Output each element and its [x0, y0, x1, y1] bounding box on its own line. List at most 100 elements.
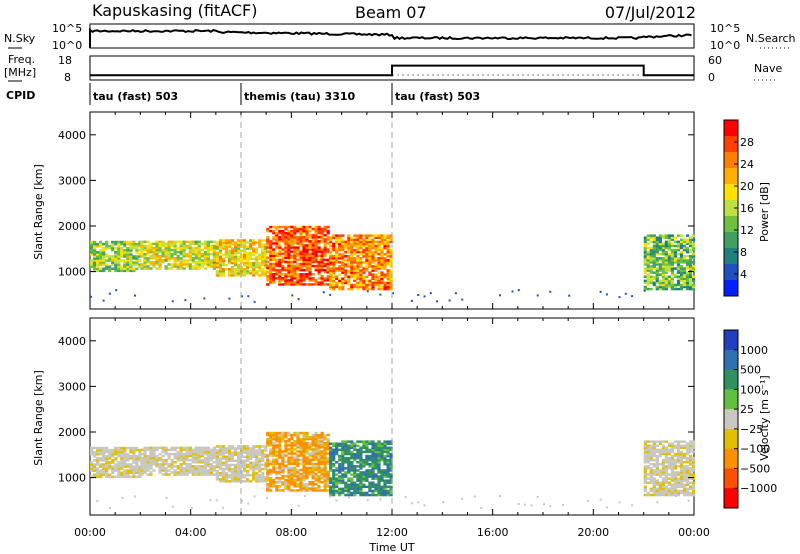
vel-echo-cell — [317, 433, 321, 437]
power-echo-cell — [323, 229, 327, 233]
vel-echo-cell — [365, 469, 369, 472]
vel-echo-cell — [685, 471, 690, 474]
vel-echo-cell — [649, 467, 653, 470]
power-echo-cell — [126, 253, 130, 256]
vel-echo-cell — [237, 457, 241, 460]
vel-echo-cell — [658, 471, 662, 474]
power-echo-cell — [353, 248, 357, 252]
power-echo-cell — [661, 261, 665, 264]
power-echo-cell — [670, 257, 674, 260]
power-echo-cell — [332, 283, 336, 287]
vel-echo-cell — [212, 446, 216, 450]
power-echo-cell — [386, 248, 390, 252]
power-echo-cell — [338, 287, 342, 291]
power-echo-cell — [365, 269, 369, 272]
power-echo-cell — [341, 279, 345, 283]
vel-echo-cell — [287, 437, 291, 441]
power-echo-cell — [96, 261, 100, 264]
power-echo-cell — [135, 249, 139, 252]
power-echo-cell — [176, 257, 180, 260]
vel-echo-cell — [278, 456, 282, 459]
vel-echo-cell — [249, 457, 253, 460]
vel-echo-cell — [652, 463, 656, 466]
power-echo-cell — [332, 277, 336, 280]
power-echo-cell — [252, 243, 256, 246]
vel-echo-cell — [643, 485, 647, 489]
noise-left-label: N.Sky — [4, 32, 36, 45]
power-echo-cell — [350, 240, 354, 244]
vel-echo-cell — [670, 458, 674, 462]
vel-echo-cell — [335, 442, 339, 445]
vel-echo-cell — [185, 458, 189, 462]
vel-echo-cell — [350, 450, 354, 454]
power-echo-cell — [323, 242, 327, 245]
power-echo-cell — [302, 248, 306, 251]
power-echo-cell — [350, 238, 354, 241]
power-echo-cell — [182, 244, 186, 248]
vel-echo-cell — [176, 473, 180, 476]
power-echo-cell — [266, 283, 270, 286]
vel-echo-cell — [652, 479, 656, 482]
power-echo-cell — [284, 273, 288, 276]
vel-echo-cell — [194, 448, 198, 452]
vel-echo-cell — [281, 476, 285, 480]
vel-echo-cell — [362, 491, 366, 495]
power-echo-cell — [185, 240, 189, 244]
vel-echo-cell — [689, 485, 693, 489]
vel-echo-cell — [377, 475, 381, 478]
power-echo-cell — [377, 277, 381, 280]
power-echo-cell — [371, 281, 375, 285]
vel-echo-cell — [652, 471, 656, 474]
power-echo-cell — [155, 257, 159, 260]
vel-echo-cell — [374, 444, 378, 447]
power-echo-cell — [356, 271, 360, 274]
power-echo-cell — [197, 265, 201, 268]
vel-echo-cell — [377, 454, 381, 458]
vel-echo-cell — [338, 477, 342, 480]
power-echo-cell — [676, 281, 681, 285]
power-echo-cell — [281, 256, 285, 260]
vel-echo-cell — [140, 467, 144, 470]
vel-echo-cell — [676, 446, 681, 450]
power-echo-cell — [224, 255, 229, 259]
vel-echo-cell — [149, 458, 153, 462]
vel-echo-cell — [689, 475, 693, 478]
vel-echo-cell — [320, 468, 324, 472]
power-echo-cell — [389, 285, 393, 289]
vel-echo-cell — [264, 445, 268, 448]
vel-echo-cell — [120, 465, 124, 468]
power-echo-cell — [212, 246, 216, 250]
power-echo-cell — [326, 236, 330, 239]
power-echo-cell — [658, 238, 662, 241]
vel-echo-cell — [682, 440, 687, 443]
vel-echo-cell — [290, 483, 294, 486]
vel-echo-cell — [329, 442, 333, 445]
vel-echo-cell — [138, 450, 142, 454]
vel-echo-cell — [146, 465, 150, 468]
vel-echo-cell — [383, 446, 387, 450]
power-echo-cell — [287, 248, 291, 251]
power-echo-cell — [234, 259, 238, 263]
power-echo-cell — [386, 287, 390, 291]
vel-echo-cell — [317, 448, 321, 451]
vel-echo-cell — [389, 440, 393, 443]
power-echo-cell — [685, 283, 690, 287]
power-echo-cell — [652, 265, 656, 268]
vel-echo-cell — [200, 471, 204, 474]
vel-echo-cell — [209, 471, 213, 474]
vel-echo-cell — [188, 446, 192, 450]
power-echo-cell — [230, 249, 235, 252]
power-echo-cell — [326, 248, 330, 251]
vel-echo-cell — [272, 442, 276, 445]
power-echo-cell — [661, 242, 665, 246]
power-echo-cell — [670, 244, 674, 248]
vel-echo-cell — [359, 452, 363, 456]
vel-echo-cell — [173, 456, 177, 460]
power-echo-cell — [646, 287, 650, 291]
power-echo-cell — [341, 255, 345, 258]
power-echo-cell — [380, 250, 384, 254]
vel-echo-cell — [287, 487, 291, 490]
power-echo-cell — [664, 259, 668, 262]
vel-echo-cell — [287, 468, 291, 472]
power-echo-cell — [689, 263, 693, 266]
